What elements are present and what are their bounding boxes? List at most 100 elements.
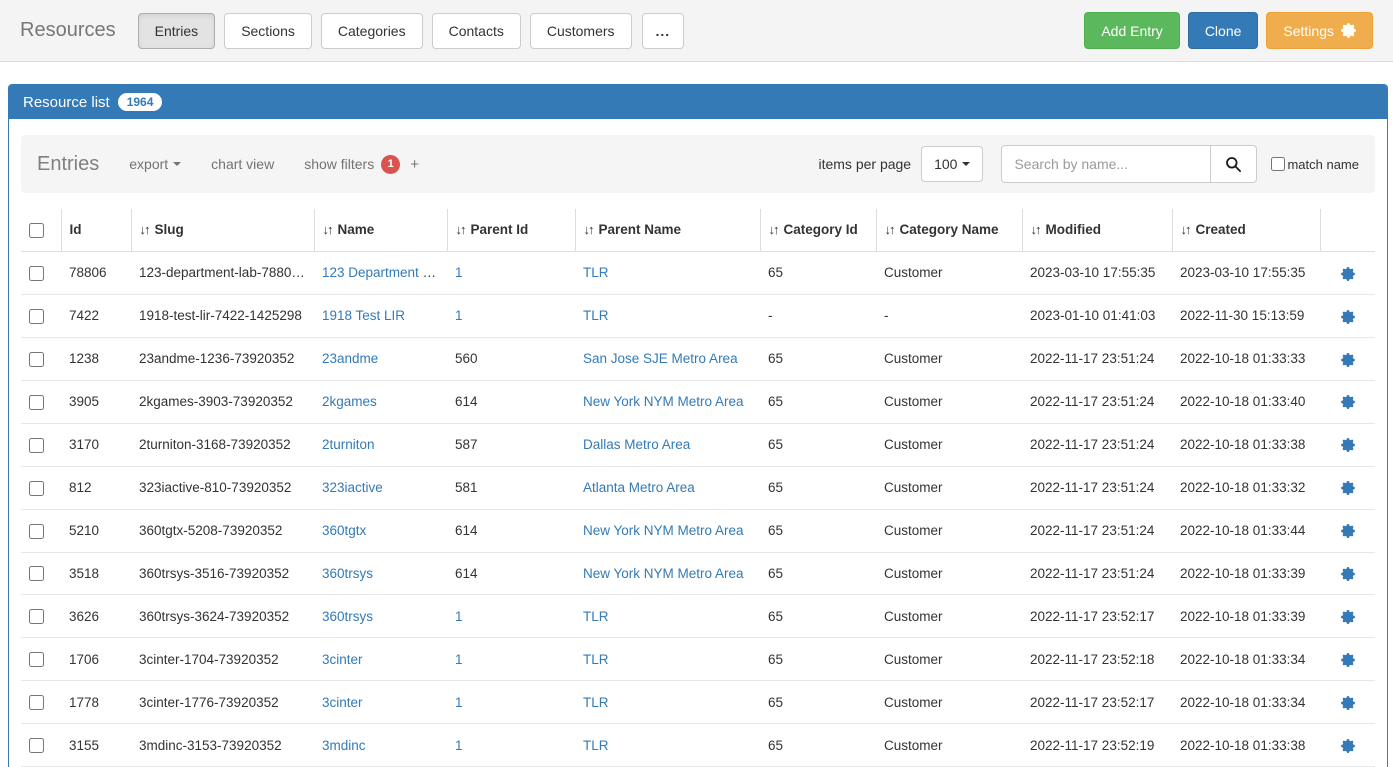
row-checkbox[interactable] — [29, 480, 44, 496]
row-settings-button[interactable] — [1340, 351, 1355, 367]
sort-arrows-icon: ↓↑ — [884, 222, 896, 238]
add-entry-button[interactable]: Add Entry — [1084, 12, 1180, 49]
cell-parent-name: San Jose SJE Metro Area — [575, 337, 760, 381]
cell-modified: 2023-03-10 17:55:35 — [1022, 251, 1172, 295]
entry-name-link[interactable]: 3cinter — [322, 651, 363, 667]
entry-name-link[interactable]: 323iactive — [322, 480, 383, 496]
entry-name-link[interactable]: 360trsys — [322, 608, 374, 624]
row-settings-button[interactable] — [1340, 265, 1355, 281]
row-checkbox[interactable] — [29, 394, 44, 410]
parent-name-link[interactable]: San Jose SJE Metro Area — [583, 351, 738, 367]
row-settings-button[interactable] — [1340, 394, 1355, 410]
parent-name-link[interactable]: TLR — [583, 651, 609, 667]
row-checkbox[interactable] — [29, 652, 44, 668]
parent-id-link[interactable]: 1 — [455, 308, 463, 324]
parent-name-link[interactable]: Dallas Metro Area — [583, 437, 691, 453]
tab-sections[interactable]: Sections — [224, 12, 312, 49]
add-filter-button[interactable]: + — [410, 155, 419, 173]
cell-category-name: Customer — [876, 594, 1022, 639]
parent-name-link[interactable]: Atlanta Metro Area — [583, 480, 695, 496]
tab-categories[interactable]: Categories — [320, 12, 423, 49]
tab-contacts[interactable]: Contacts — [431, 12, 521, 49]
gear-icon — [1340, 352, 1355, 367]
export-dropdown[interactable]: export — [129, 156, 182, 172]
parent-name-link[interactable]: TLR — [583, 694, 609, 710]
entry-name-link[interactable]: 3cinter — [322, 694, 363, 710]
parent-id-link[interactable]: 1 — [455, 608, 463, 624]
row-settings-button[interactable] — [1340, 695, 1355, 711]
sort-arrows-icon: ↓↑ — [1180, 222, 1192, 238]
entry-name-link[interactable]: 2kgames — [322, 394, 377, 410]
entry-name-link[interactable]: 123 Department Lab — [322, 265, 446, 281]
tab-customers[interactable]: Customers — [529, 12, 632, 49]
column-header-parent-name[interactable]: ↓↑ Parent Name — [574, 209, 760, 252]
cell-category-name: Customer — [876, 509, 1022, 553]
entry-name-link[interactable]: 2turniton — [322, 437, 375, 453]
cell-parent-id: 587 — [447, 423, 575, 467]
settings-button[interactable]: Settings — [1266, 12, 1373, 49]
table-row: 3170 2turniton-3168-73920352 2turniton 587 D… — [21, 423, 1375, 467]
row-settings-button[interactable] — [1340, 652, 1355, 668]
column-label: Category Id — [783, 222, 858, 238]
row-checkbox[interactable] — [29, 437, 44, 453]
entry-name-link[interactable]: 23andme — [322, 351, 379, 367]
parent-name-link[interactable]: TLR — [583, 265, 609, 281]
row-settings-button[interactable] — [1340, 566, 1355, 582]
gear-icon — [1340, 309, 1355, 324]
parent-name-link[interactable]: New York NYM Metro Area — [583, 565, 744, 581]
chart-view-link[interactable]: chart view — [211, 156, 275, 172]
row-settings-button[interactable] — [1340, 480, 1355, 496]
row-checkbox[interactable] — [29, 351, 44, 367]
row-checkbox[interactable] — [29, 566, 44, 582]
row-settings-button[interactable] — [1340, 609, 1355, 625]
parent-id-link[interactable]: 1 — [455, 694, 463, 710]
match-name-checkbox[interactable] — [1271, 157, 1286, 171]
search-input[interactable] — [1001, 145, 1212, 183]
row-checkbox[interactable] — [29, 738, 44, 754]
show-filters-link[interactable]: show filters 1 — [304, 154, 401, 174]
row-checkbox[interactable] — [29, 695, 44, 711]
row-settings-button[interactable] — [1340, 737, 1355, 753]
panel-body: Entries export chart view show filters 1… — [9, 119, 1387, 767]
row-settings-button[interactable] — [1340, 437, 1355, 453]
cell-category-id: 65 — [760, 509, 876, 553]
select-all-checkbox[interactable] — [29, 222, 44, 238]
section-tabs: Entries Sections Categories Contacts Custome… — [137, 12, 632, 49]
row-checkbox[interactable] — [29, 609, 44, 625]
cell-name: 1918 Test LIR — [314, 294, 447, 338]
entry-name-link[interactable]: 3mdinc — [322, 737, 366, 753]
clone-button[interactable]: Clone — [1187, 12, 1259, 49]
parent-id-link[interactable]: 1 — [455, 737, 463, 753]
tab-entries[interactable]: Entries — [137, 12, 216, 49]
column-header-name[interactable]: ↓↑ Name — [313, 209, 447, 252]
parent-id-link[interactable]: 1 — [455, 651, 463, 667]
parent-name-link[interactable]: New York NYM Metro Area — [583, 394, 744, 410]
column-header-slug[interactable]: ↓↑ Slug — [130, 209, 314, 252]
cell-modified: 2023-01-10 01:41:03 — [1022, 294, 1172, 338]
parent-name-link[interactable]: TLR — [583, 608, 609, 624]
entry-name-link[interactable]: 360trsys — [322, 565, 374, 581]
sort-arrows-icon: ↓↑ — [1030, 222, 1042, 238]
entry-name-link[interactable]: 1918 Test LIR — [322, 308, 406, 324]
row-settings-button[interactable] — [1340, 308, 1355, 324]
entry-name-link[interactable]: 360tgtx — [322, 523, 367, 539]
parent-name-link[interactable]: TLR — [583, 308, 609, 324]
row-checkbox[interactable] — [29, 308, 44, 324]
parent-name-link[interactable]: TLR — [583, 737, 609, 753]
more-tabs-button[interactable]: ... — [641, 12, 685, 49]
search-button[interactable] — [1211, 145, 1258, 183]
column-header-modified[interactable]: ↓↑ Modified — [1021, 209, 1172, 252]
column-header-parent-id[interactable]: ↓↑ Parent Id — [446, 209, 575, 252]
row-checkbox[interactable] — [29, 265, 44, 281]
table-row: 5210 360tgtx-5208-73920352 360tgtx 614 New Y… — [21, 509, 1375, 553]
row-settings-button[interactable] — [1340, 523, 1355, 539]
items-per-page-select[interactable]: 100 — [921, 146, 984, 182]
parent-name-link[interactable]: New York NYM Metro Area — [583, 523, 744, 539]
column-header-created[interactable]: ↓↑ Created — [1171, 209, 1320, 252]
column-header-category-name[interactable]: ↓↑ Category Name — [875, 209, 1022, 252]
column-header-category-id[interactable]: ↓↑ Category Id — [759, 209, 876, 252]
row-checkbox[interactable] — [29, 523, 44, 539]
parent-id-link[interactable]: 1 — [455, 265, 463, 281]
cell-category-name: Customer — [876, 380, 1022, 424]
cell-slug: 3cinter-1704-73920352 — [131, 637, 314, 682]
